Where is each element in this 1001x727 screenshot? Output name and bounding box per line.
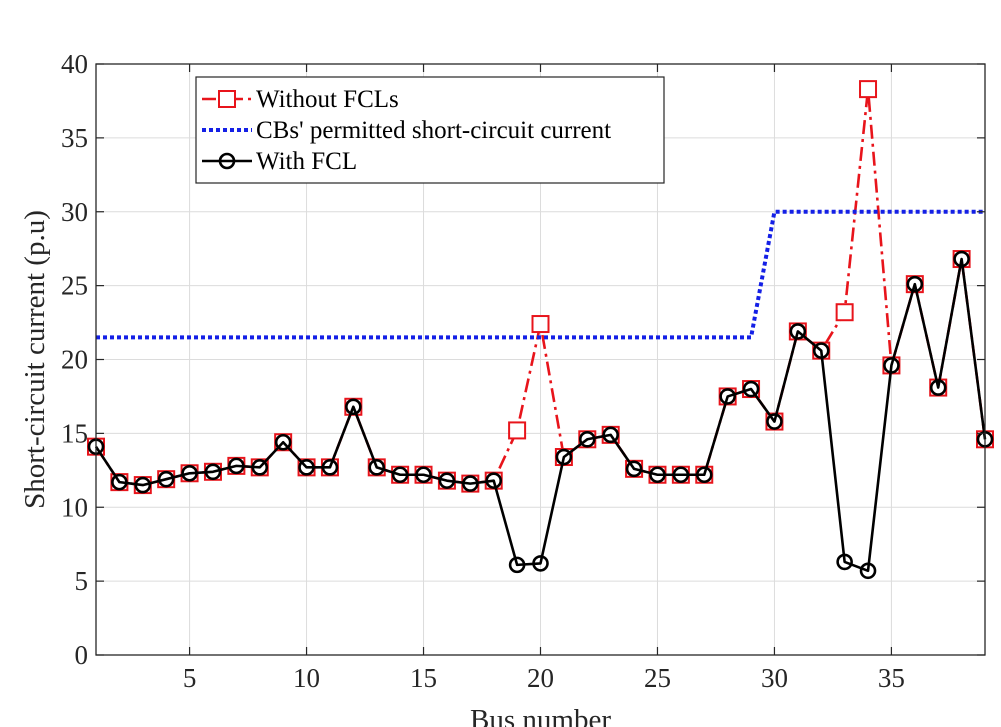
y-tick-label: 0 [75,640,89,670]
marker-circle [695,466,713,484]
x-tick-label: 10 [293,663,320,693]
marker-circle [719,388,736,405]
x-tick-label: 5 [183,663,197,693]
marker-square [508,421,527,440]
marker-circle [181,464,198,482]
series-layer [87,80,994,580]
y-tick-label: 25 [61,271,88,301]
y-tick-label: 20 [61,345,88,375]
y-tick-label: 10 [61,492,88,522]
legend-entry: CBs' permitted short-circuit current [202,117,611,144]
marker-circle [836,553,853,571]
legend-entry: Without FCLs [202,86,399,113]
marker-circle [953,250,970,268]
marker-circle [883,357,900,374]
marker-circle [391,466,409,484]
marker-circle [274,433,292,451]
legend-label: Without FCLs [256,86,399,113]
marker-circle [368,459,386,476]
y-tick-label: 35 [61,123,88,153]
x-tick-label: 20 [527,663,554,693]
marker-circle [532,555,549,572]
legend-entry: With FCL [202,148,357,175]
y-tick-label: 40 [61,49,88,79]
marker-circle [157,470,175,488]
marker-circle [485,472,503,489]
marker-circle [508,556,526,574]
marker-circle [415,466,432,484]
marker-circle [228,457,245,475]
marker-circle [625,460,643,478]
x-tick-label: 25 [644,663,671,693]
x-tick-label: 15 [410,663,437,693]
marker-square [835,303,854,322]
legend: Without FCLs CBs' permitted short-circuit… [195,76,665,184]
ticks: 5 10 15 20 25 30 35 0 5 10 15 20 25 30 35 40 [61,49,985,693]
marker-circle [672,466,690,484]
marker-circle [649,466,666,484]
x-axis-title: Bus number [470,704,611,727]
marker-circle [321,459,339,476]
marker-circle [345,398,362,416]
marker-circle [462,475,479,492]
marker-circle [789,323,807,340]
marker-circle [929,379,947,396]
y-tick-label: 15 [61,418,88,448]
marker-circle [218,152,236,170]
marker-circle [111,473,128,491]
marker-circle [578,430,596,448]
x-tick-label: 30 [761,663,788,693]
marker-circle [812,342,830,359]
y-tick-label: 5 [75,566,89,596]
legend-label: With FCL [256,148,357,175]
marker-circle [298,459,315,476]
marker-circle [742,380,760,398]
marker-circle [438,472,456,489]
marker-square [859,80,878,99]
marker-circle [555,448,573,466]
legend-label: CBs' permitted short-circuit current [256,117,611,144]
marker-circle [766,413,783,430]
x-tick-label: 35 [878,663,905,693]
marker-circle [251,459,269,476]
marker-circle [602,426,619,444]
y-tick-label: 30 [61,197,88,227]
y-axis-title: Short-circuit current (p.u) [19,210,51,509]
series-2 [87,250,994,580]
marker-circle [204,463,222,481]
marker-square [531,315,550,334]
marker-square [218,90,236,108]
marker-circle [134,476,152,494]
marker-circle [906,275,924,293]
marker-circle [859,562,877,580]
legend-box [195,76,665,184]
